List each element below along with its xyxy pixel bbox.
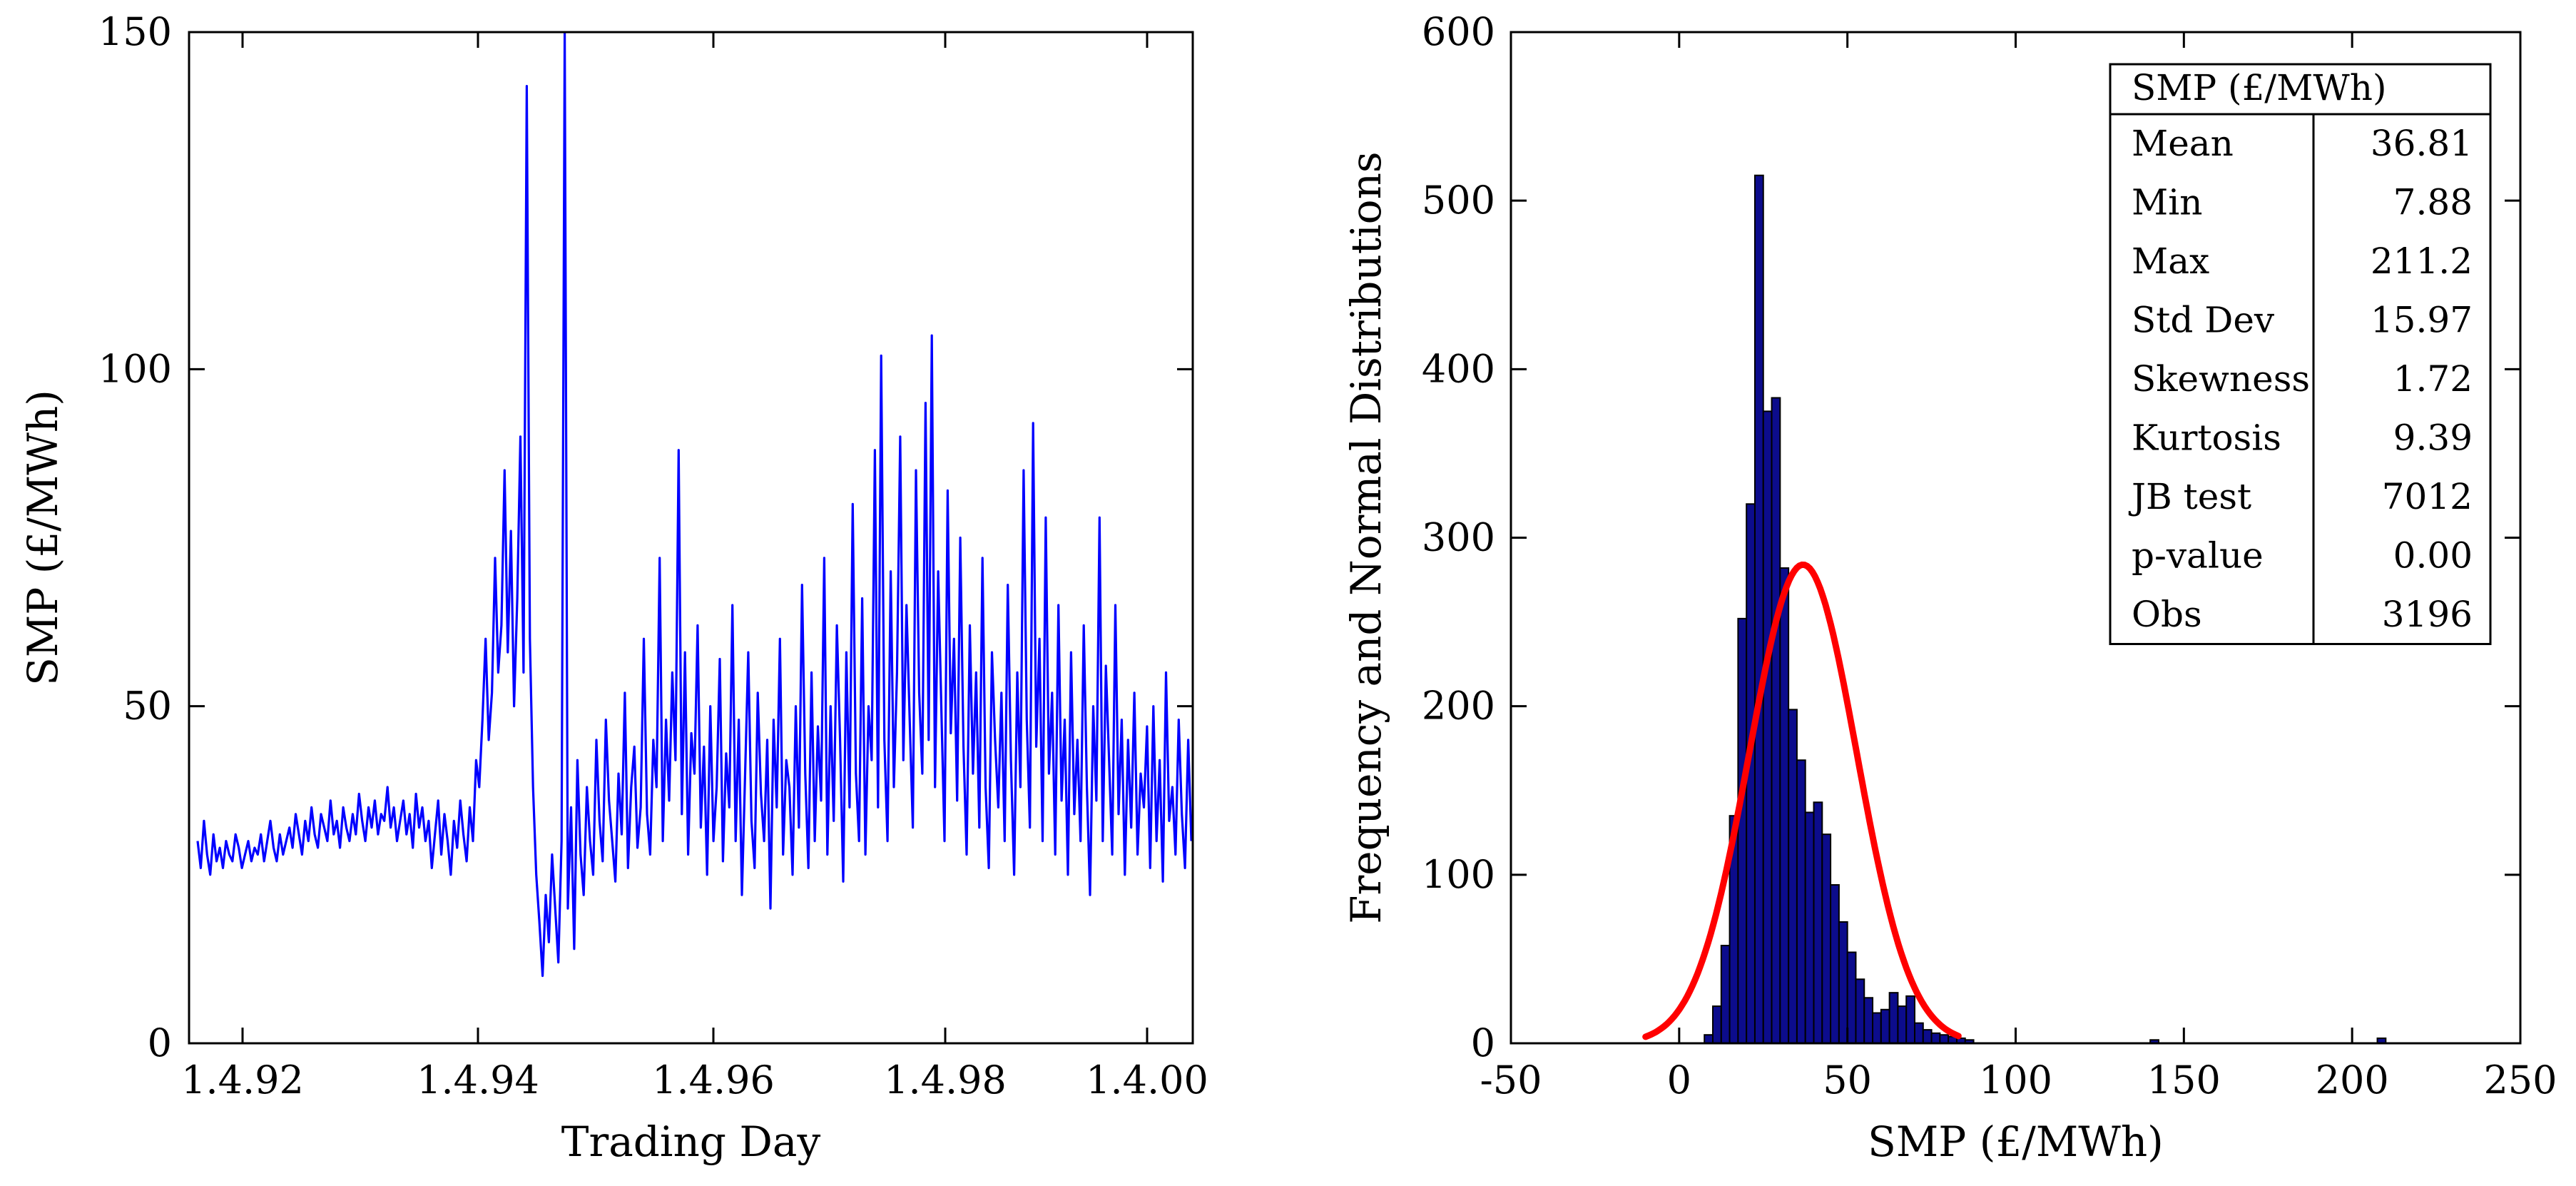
smp-time-series-chart: 0 50 100 150 1.4.92 1.4.94 1.4.96 1.4.98 1.4.00 T… (19, 9, 1208, 1166)
histogram-bar (1762, 410, 1773, 1044)
y-tick-label: 50 (123, 684, 172, 729)
histogram-bar (1821, 833, 1832, 1044)
normal-distribution-curve (1642, 561, 1962, 1040)
stats-row-label: Min (2132, 182, 2202, 223)
histogram-bar (1813, 801, 1823, 1044)
stats-row-value: 1.72 (2393, 358, 2473, 400)
x-tick-label: -50 (1480, 1058, 1542, 1103)
x-axis-label: Trading Day (561, 1117, 821, 1166)
histogram-bar (1930, 1032, 1941, 1044)
y-tick-label: 100 (98, 346, 172, 391)
x-tick-label: 100 (1979, 1058, 2052, 1103)
histogram-bar (1737, 617, 1748, 1044)
x-tick-label: 1.4.96 (652, 1058, 775, 1103)
stats-row-label: Skewness (2132, 358, 2310, 400)
histogram-bar (1897, 1005, 1908, 1044)
stats-row-label: Kurtosis (2132, 417, 2281, 459)
histogram-bar (1796, 759, 1806, 1044)
stats-row-value: 3196 (2382, 594, 2473, 635)
histogram-bar (1704, 1034, 1714, 1044)
histogram-bar (1846, 951, 1857, 1044)
stats-row-label: JB test (2128, 476, 2251, 517)
histogram-bar (1788, 709, 1798, 1044)
stats-row-value: 36.81 (2371, 123, 2473, 164)
stats-row-value: 9.39 (2393, 417, 2473, 459)
histogram-bar (1880, 1008, 1890, 1045)
x-tick-label: 1.4.98 (884, 1058, 1007, 1103)
y-tick-label: 500 (1422, 178, 1495, 223)
stats-row-value: 0.00 (2393, 535, 2473, 577)
histogram-bar (1914, 1022, 1924, 1045)
x-tick-label: 1.4.92 (181, 1058, 304, 1103)
stats-row-value: 211.2 (2371, 240, 2473, 282)
x-tick-label: 0 (1667, 1058, 1691, 1103)
stats-table-header: SMP (£/MWh) (2132, 67, 2386, 108)
stats-row-value: 7012 (2382, 476, 2473, 517)
stats-row-label: Obs (2132, 594, 2202, 635)
stats-row-label: p-value (2132, 535, 2264, 577)
y-axis-label: Frequency and Normal Distributions (1342, 151, 1390, 923)
y-tick-label: 0 (148, 1020, 172, 1065)
y-tick-label: 600 (1422, 9, 1495, 54)
x-tick-label: 1.4.00 (1086, 1058, 1208, 1103)
y-tick-label: 200 (1422, 684, 1495, 729)
histogram-bar (1863, 997, 1874, 1044)
stats-row-label: Max (2132, 240, 2209, 282)
histogram-bar (1872, 1012, 1882, 1044)
histogram-bar (1905, 995, 1915, 1044)
y-axis-label: SMP (£/MWh) (19, 390, 67, 686)
x-tick-label: 200 (2316, 1058, 2389, 1103)
histogram-bar (1922, 1029, 1933, 1045)
stats-row-label: Mean (2132, 123, 2234, 164)
x-tick-label: 50 (1823, 1058, 1872, 1103)
stats-row-value: 15.97 (2371, 300, 2473, 341)
x-tick-label: 250 (2483, 1058, 2557, 1103)
y-tick-label: 300 (1422, 515, 1495, 560)
stats-table: SMP (£/MWh) Mean 36.81 Min 7.88 Max 211.2 Std D… (2109, 63, 2492, 645)
left-plot-frame (188, 31, 1194, 1045)
y-tick-label: 0 (1471, 1020, 1495, 1065)
histogram-bar (1888, 992, 1899, 1045)
stats-row-value: 7.88 (2393, 182, 2473, 223)
y-tick-label: 150 (98, 9, 172, 54)
histogram-bar (1753, 174, 1764, 1044)
smp-series-line (196, 32, 1193, 978)
histogram-bar (1771, 397, 1781, 1044)
x-tick-label: 150 (2147, 1058, 2221, 1103)
histogram-bar (1712, 1005, 1722, 1044)
stats-row-label: Std Dev (2132, 300, 2275, 341)
y-tick-label: 100 (1422, 852, 1495, 897)
histogram-bar (1855, 978, 1865, 1045)
stats-table-border (2109, 63, 2492, 645)
histogram-bar (1804, 811, 1815, 1044)
histogram-bar (1779, 567, 1790, 1044)
histogram-bar (1720, 945, 1731, 1044)
x-axis-label: SMP (£/MWh) (1868, 1117, 2164, 1166)
histogram-bar (1838, 921, 1848, 1044)
histogram-bar (1939, 1034, 1950, 1044)
x-tick-label: 1.4.94 (417, 1058, 539, 1103)
y-tick-label: 400 (1422, 346, 1495, 391)
histogram-bar (1830, 884, 1840, 1044)
